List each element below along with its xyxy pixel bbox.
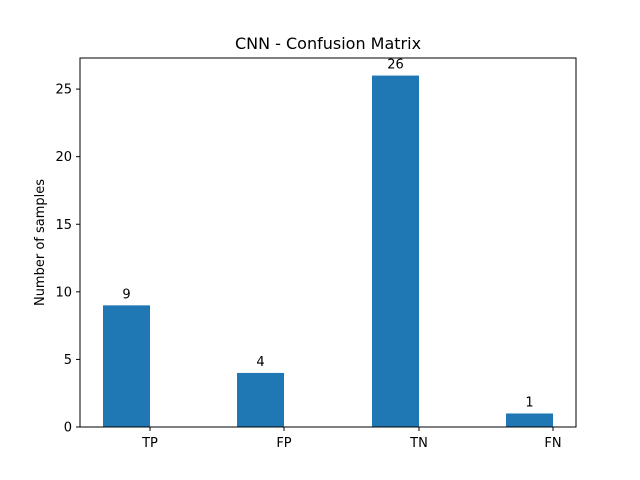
bar-fn bbox=[506, 413, 553, 427]
x-tick-label-tn: TN bbox=[409, 436, 428, 451]
x-tick-label-fn: FN bbox=[544, 436, 561, 451]
y-tick-label-20: 20 bbox=[55, 150, 72, 165]
bar-tn bbox=[372, 75, 419, 428]
x-tick-label-fp: FP bbox=[276, 436, 291, 451]
data-label-tn: 26 bbox=[387, 58, 404, 73]
plot-frame bbox=[79, 57, 577, 428]
data-label-fn: 1 bbox=[525, 395, 533, 410]
chart-title: CNN - Confusion Matrix bbox=[235, 34, 421, 53]
y-tick-label-0: 0 bbox=[64, 421, 72, 436]
y-tick-label-10: 10 bbox=[55, 285, 72, 300]
y-axis-label: Number of samples bbox=[33, 179, 48, 306]
data-label-fp: 4 bbox=[256, 355, 264, 370]
bar-fp bbox=[237, 372, 284, 427]
y-tick-label-15: 15 bbox=[55, 218, 72, 233]
bar-tp bbox=[103, 305, 150, 427]
y-tick-label-25: 25 bbox=[55, 83, 72, 98]
data-label-tp: 9 bbox=[122, 287, 130, 302]
x-tick-label-tp: TP bbox=[141, 436, 158, 451]
plot-area: 9 4 26 1 TP FP TN FN 0 5 10 15 20 25 bbox=[55, 57, 577, 451]
y-tick-label-5: 5 bbox=[64, 353, 72, 368]
